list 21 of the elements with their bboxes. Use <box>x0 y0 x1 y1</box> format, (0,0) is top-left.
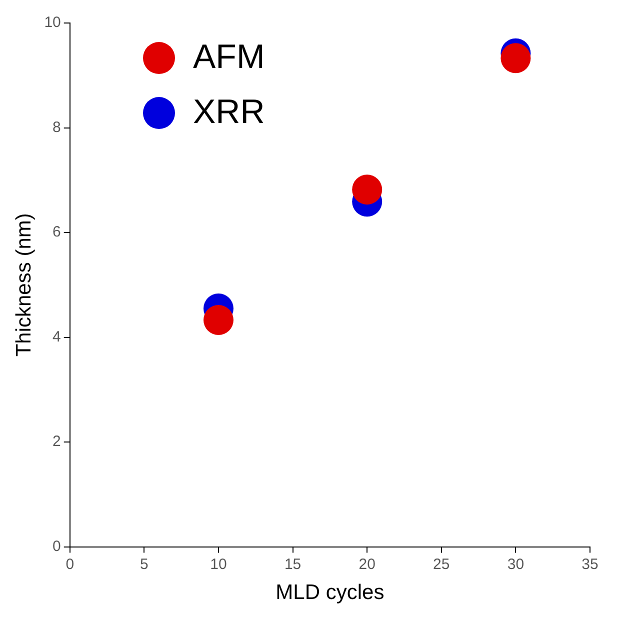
y-tick-label: 4 <box>52 328 61 346</box>
x-tick-label: 20 <box>358 556 376 573</box>
x-tick-label: 35 <box>582 556 598 573</box>
y-tick-label: 8 <box>52 118 61 136</box>
y-tick-label: 2 <box>52 433 61 450</box>
y-tick-label: 6 <box>52 224 61 241</box>
point <box>203 304 234 335</box>
legend-label: XRR <box>193 93 265 132</box>
x-tick-label: 15 <box>284 556 302 573</box>
x-tick-label: 30 <box>507 556 524 573</box>
point <box>500 43 531 74</box>
y-tick-label: 10 <box>44 14 61 32</box>
y-tick-label: 0 <box>52 538 61 555</box>
legend-label: AFM <box>193 38 265 77</box>
point <box>352 174 382 205</box>
x-tick-label: 5 <box>140 556 148 573</box>
x-tick-label: 0 <box>66 556 74 573</box>
y-axis-title: Thickness (nm) <box>12 213 36 357</box>
x-tick-label: 25 <box>433 556 450 573</box>
x-tick-label: 10 <box>210 556 227 573</box>
x-axis-title: MLD cycles <box>276 581 384 604</box>
